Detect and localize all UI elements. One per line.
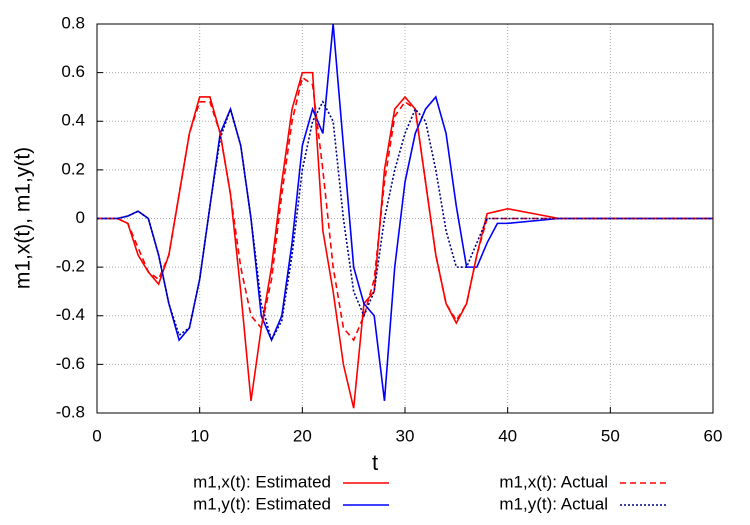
y-tick-label: 0 (76, 208, 85, 227)
x-tick-label: 0 (92, 426, 101, 445)
x-tick-label: 30 (396, 426, 415, 445)
x-tick-label: 50 (601, 426, 620, 445)
x-tick-label: 10 (190, 426, 209, 445)
y-tick-label: 0.6 (61, 62, 85, 81)
series-line (97, 24, 713, 401)
legend-label: m1,x(t): Actual (499, 472, 608, 491)
legend-label: m1,y(t): Estimated (193, 494, 331, 513)
x-tick-label: 40 (498, 426, 517, 445)
y-tick-label: -0.4 (56, 305, 85, 324)
y-tick-label: -0.8 (56, 402, 85, 421)
plot-frame (96, 23, 714, 414)
y-tick-label: -0.6 (56, 354, 85, 373)
plot-lines (97, 24, 713, 409)
y-tick-label: -0.2 (56, 257, 85, 276)
y-axis-label: m1,x(t), m1,y(t) (12, 147, 35, 289)
legend-label: m1,x(t): Estimated (193, 472, 331, 491)
x-tick-label: 60 (704, 426, 723, 445)
y-tick-label: 0.8 (61, 13, 85, 32)
y-tick-label: 0.2 (61, 159, 85, 178)
x-tick-label: 20 (293, 426, 312, 445)
y-tick-label: 0.4 (61, 111, 85, 130)
series-line (97, 76, 713, 342)
legend-label: m1,y(t): Actual (499, 494, 608, 513)
series-line (97, 100, 713, 343)
x-axis-label: t (372, 450, 378, 475)
